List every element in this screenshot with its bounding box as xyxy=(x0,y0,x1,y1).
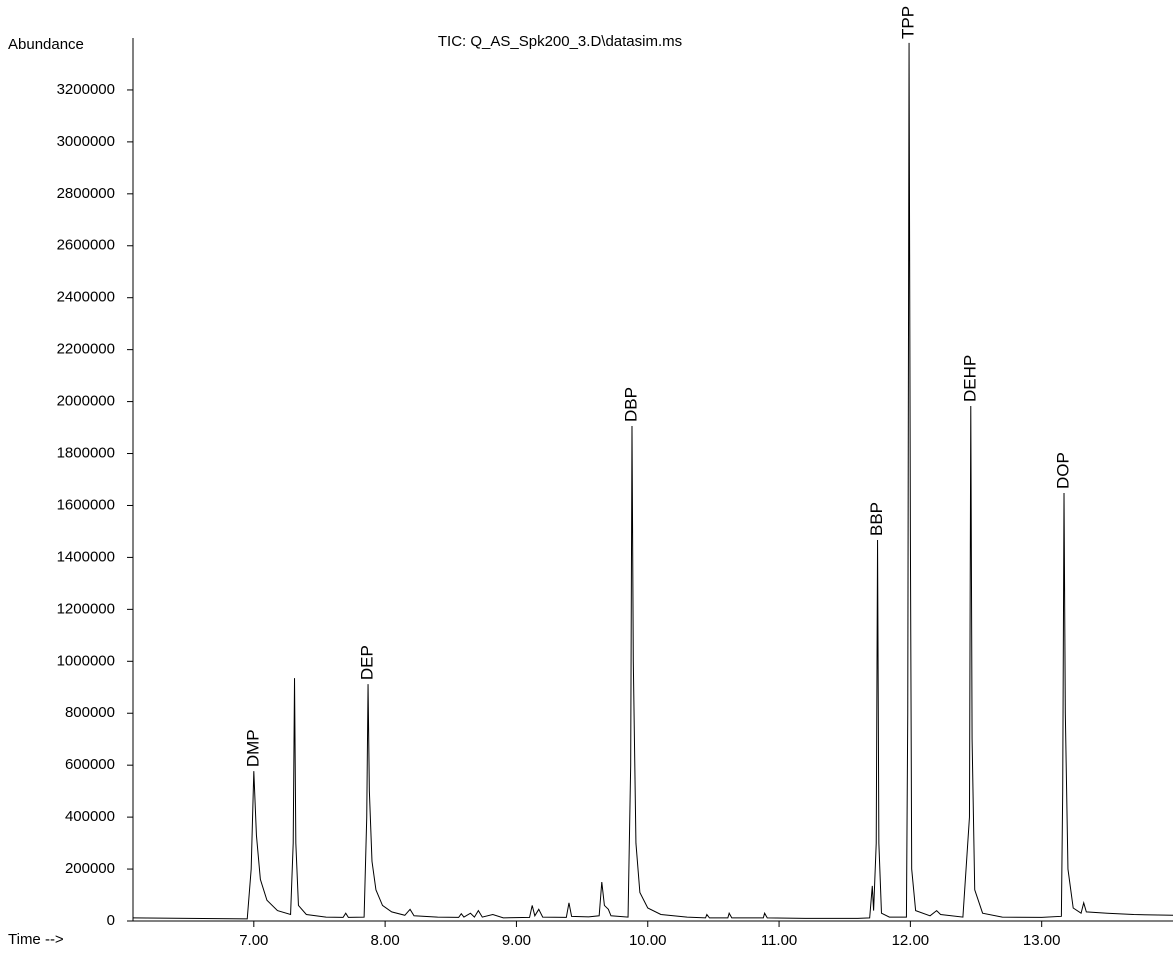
y-tick-label: 800000 xyxy=(65,704,115,721)
y-tick-label: 2600000 xyxy=(57,237,115,254)
x-tick-label: 7.00 xyxy=(239,932,268,949)
peak-label: DBP xyxy=(621,387,640,422)
x-tick-label: 9.00 xyxy=(502,932,531,949)
peak-label: BBP xyxy=(867,502,886,536)
peak-label: DEHP xyxy=(960,355,979,402)
x-tick-label: 8.00 xyxy=(371,932,400,949)
chart-title: TIC: Q_AS_Spk200_3.D\datasim.ms xyxy=(438,33,682,50)
x-tick-label: 10.00 xyxy=(629,932,667,949)
y-tick-label: 0 xyxy=(107,912,115,929)
y-axis-label: Abundance xyxy=(8,36,84,53)
peak-label: DEP xyxy=(358,645,377,680)
peak-label: TPP xyxy=(899,6,918,39)
peak-label: DMP xyxy=(243,729,262,767)
y-tick-label: 1600000 xyxy=(57,496,115,513)
y-tick-label: 3000000 xyxy=(57,133,115,150)
x-tick-label: 12.00 xyxy=(892,932,930,949)
x-tick-label: 11.00 xyxy=(761,932,797,949)
peak-label: DOP xyxy=(1053,452,1072,489)
y-tick-label: 2800000 xyxy=(57,185,115,202)
y-tick-label: 1200000 xyxy=(57,600,115,617)
y-tick-label: 1800000 xyxy=(57,444,115,461)
y-tick-label: 2400000 xyxy=(57,289,115,306)
y-tick-label: 200000 xyxy=(65,860,115,877)
y-tick-label: 2200000 xyxy=(57,341,115,358)
y-tick-label: 2000000 xyxy=(57,393,115,410)
y-tick-label: 3200000 xyxy=(57,81,115,98)
x-axis-label: Time --> xyxy=(8,931,64,948)
y-tick-label: 600000 xyxy=(65,756,115,773)
trace xyxy=(132,42,1173,920)
y-tick-label: 400000 xyxy=(65,808,115,825)
x-tick-label: 13.00 xyxy=(1023,932,1061,949)
y-tick-label: 1000000 xyxy=(57,652,115,669)
y-tick-label: 1400000 xyxy=(57,548,115,565)
